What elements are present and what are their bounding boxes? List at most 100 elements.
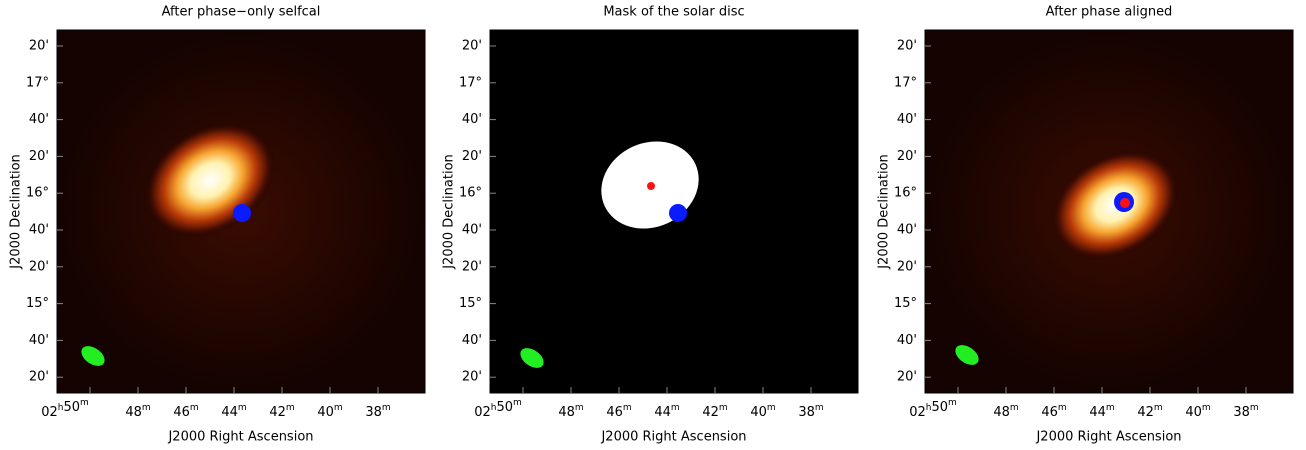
- tick-unit: m: [238, 403, 247, 413]
- y-tick-label: 16°: [459, 186, 482, 201]
- tick-number: 02: [474, 405, 491, 420]
- tick-unit: m: [1010, 403, 1019, 413]
- tick-unit: m: [1154, 403, 1163, 413]
- y-tick-label: 20': [29, 39, 49, 54]
- x-tick-label: 46m: [606, 403, 631, 420]
- tick-number: 42: [1137, 405, 1154, 420]
- tick-number: 50: [63, 400, 80, 415]
- tick-unit: m: [1058, 403, 1067, 413]
- tick-number: 48: [558, 405, 575, 420]
- y-tick-label: 17°: [26, 75, 49, 90]
- x-axis-label: J2000 Right Ascension: [167, 430, 313, 445]
- x-tick-label: 48m: [558, 403, 583, 420]
- x-tick-label: 02h50m: [41, 398, 89, 420]
- center-marker: [1120, 198, 1130, 208]
- tick-number: 44: [221, 405, 238, 420]
- tick-unit: h: [491, 403, 497, 413]
- y-tick-label: 40': [462, 223, 482, 238]
- beam: [955, 345, 979, 365]
- y-tick-label: 20': [897, 149, 917, 164]
- panel-title: After phase−only selfcal: [162, 5, 321, 20]
- tick-unit: m: [334, 403, 343, 413]
- tick-unit: h: [926, 403, 932, 413]
- beam: [81, 346, 105, 366]
- y-tick-label: 20': [462, 39, 482, 54]
- tick-unit: m: [815, 403, 824, 413]
- tick-unit: m: [382, 403, 391, 413]
- x-axis-label: J2000 Right Ascension: [600, 430, 746, 445]
- y-tick-label: 20': [29, 370, 49, 385]
- beam: [520, 348, 544, 368]
- tick-unit: m: [1202, 403, 1211, 413]
- tick-number: 46: [606, 405, 623, 420]
- tick-unit: m: [948, 398, 957, 408]
- tick-number: 50: [496, 400, 513, 415]
- tick-unit: m: [190, 403, 199, 413]
- y-axis-label: J2000 Declination: [9, 154, 24, 270]
- x-tick-label: 02h50m: [474, 398, 522, 420]
- tick-unit: m: [142, 403, 151, 413]
- tick-unit: m: [80, 398, 89, 408]
- tick-number: 46: [173, 405, 190, 420]
- x-tick-label: 40m: [317, 403, 342, 420]
- y-tick-label: 40': [897, 223, 917, 238]
- x-tick-label: 44m: [1089, 403, 1114, 420]
- y-tick-label: 16°: [894, 186, 917, 201]
- panel-title: After phase aligned: [1046, 5, 1173, 20]
- tick-number: 50: [931, 400, 948, 415]
- x-tick-label: 38m: [798, 403, 823, 420]
- y-tick-label: 15°: [894, 296, 917, 311]
- y-tick-label: 16°: [26, 186, 49, 201]
- y-tick-label: 20': [897, 370, 917, 385]
- tick-number: 38: [798, 405, 815, 420]
- frame: [924, 29, 1294, 394]
- frame: [489, 29, 859, 394]
- tick-number: 40: [1185, 405, 1202, 420]
- tick-number: 48: [125, 405, 142, 420]
- y-tick-label: 40': [29, 112, 49, 127]
- y-tick-label: 40': [462, 333, 482, 348]
- y-axis-label: J2000 Declination: [877, 154, 892, 270]
- tick-unit: m: [767, 403, 776, 413]
- x-tick-label: 40m: [1185, 403, 1210, 420]
- x-tick-label: 38m: [1233, 403, 1258, 420]
- y-tick-label: 40': [897, 112, 917, 127]
- center-marker: [647, 182, 655, 190]
- source-marker: [669, 204, 687, 222]
- tick-unit: m: [623, 403, 632, 413]
- y-tick-label: 20': [897, 259, 917, 274]
- tick-unit: m: [1250, 403, 1259, 413]
- y-tick-label: 15°: [459, 296, 482, 311]
- tick-number: 40: [750, 405, 767, 420]
- tick-number: 44: [1089, 405, 1106, 420]
- x-tick-label: 44m: [221, 403, 246, 420]
- tick-unit: m: [513, 398, 522, 408]
- y-tick-label: 17°: [459, 75, 482, 90]
- x-tick-label: 44m: [654, 403, 679, 420]
- y-tick-label: 17°: [894, 75, 917, 90]
- frame: [56, 29, 426, 394]
- y-tick-label: 40': [29, 223, 49, 238]
- x-tick-label: 48m: [993, 403, 1018, 420]
- y-tick-label: 20': [462, 370, 482, 385]
- tick-unit: m: [719, 403, 728, 413]
- x-tick-label: 48m: [125, 403, 150, 420]
- tick-unit: m: [575, 403, 584, 413]
- y-axis-label: J2000 Declination: [442, 154, 457, 270]
- tick-unit: h: [58, 403, 64, 413]
- y-tick-label: 20': [462, 149, 482, 164]
- x-tick-label: 42m: [702, 403, 727, 420]
- y-tick-label: 20': [29, 149, 49, 164]
- panel-title: Mask of the solar disc: [603, 5, 744, 20]
- x-tick-label: 46m: [173, 403, 198, 420]
- y-tick-label: 40': [29, 333, 49, 348]
- x-tick-label: 40m: [750, 403, 775, 420]
- tick-number: 02: [41, 405, 58, 420]
- y-tick-label: 20': [462, 259, 482, 274]
- y-tick-label: 40': [897, 333, 917, 348]
- y-tick-label: 20': [897, 39, 917, 54]
- x-tick-label: 42m: [269, 403, 294, 420]
- tick-number: 42: [702, 405, 719, 420]
- tick-unit: m: [1106, 403, 1115, 413]
- tick-number: 40: [317, 405, 334, 420]
